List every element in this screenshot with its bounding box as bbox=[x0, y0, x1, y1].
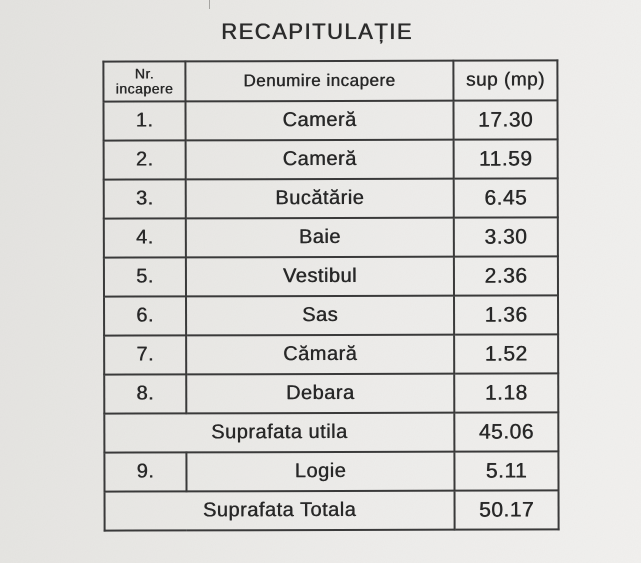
room-number: 5. bbox=[103, 257, 187, 297]
table-header: Nr. incapere Denumire incapere sup (mp) bbox=[103, 60, 558, 102]
table-row: 7. Cămară 1.52 bbox=[104, 334, 559, 375]
header-nr: Nr. incapere bbox=[103, 61, 186, 102]
table-row: 9. Logie 5.11 bbox=[104, 451, 559, 492]
room-name: Sas bbox=[186, 295, 455, 336]
table-row: 3. Bucătărie 6.45 bbox=[103, 178, 558, 219]
header-sup: sup (mp) bbox=[453, 60, 558, 101]
area-value: 50.17 bbox=[454, 490, 559, 530]
room-name: Cameră bbox=[185, 139, 454, 180]
room-name: Cameră bbox=[185, 100, 454, 141]
area-value: 2.36 bbox=[453, 256, 559, 296]
table-row: 2. Cameră 11.59 bbox=[103, 139, 558, 180]
room-number: 1. bbox=[103, 101, 186, 141]
table-row: 8. Debara 1.18 bbox=[104, 373, 559, 414]
area-value: 1.36 bbox=[454, 295, 559, 335]
room-name: Cămară bbox=[186, 334, 455, 375]
table-row: 1. Cameră 17.30 bbox=[103, 100, 558, 141]
room-name: Debara bbox=[186, 373, 455, 414]
area-value: 45.06 bbox=[454, 412, 559, 452]
room-number: 8. bbox=[104, 374, 187, 414]
room-number: 6. bbox=[104, 296, 187, 336]
area-value: 17.30 bbox=[453, 100, 558, 140]
table-row: 5. Vestibul 2.36 bbox=[103, 256, 559, 297]
room-name: Baie bbox=[185, 217, 454, 258]
room-number: 3. bbox=[103, 179, 186, 219]
header-row: Nr. incapere Denumire incapere sup (mp) bbox=[103, 60, 558, 102]
page-title: RECAPITULAȚIE bbox=[221, 19, 413, 44]
area-value: 3.30 bbox=[453, 217, 558, 257]
recap-table: Nr. incapere Denumire incapere sup (mp) … bbox=[102, 59, 559, 531]
area-value: 1.18 bbox=[454, 373, 559, 413]
room-name: Vestibul bbox=[185, 256, 455, 297]
summary-label: Suprafata utila bbox=[104, 412, 455, 453]
scan-artifact-line bbox=[209, 0, 210, 9]
header-nr-line1: Nr. bbox=[134, 65, 155, 82]
header-nr-line2: incapere bbox=[115, 80, 174, 97]
room-number: 2. bbox=[103, 140, 186, 180]
table-row: 6. Sas 1.36 bbox=[104, 295, 559, 336]
room-number: 7. bbox=[104, 335, 187, 375]
table-row: 4. Baie 3.30 bbox=[103, 217, 558, 258]
room-name: Bucătărie bbox=[185, 178, 454, 219]
table-body: 1. Cameră 17.30 2. Cameră 11.59 3. Bucătărie 6.4… bbox=[103, 100, 559, 531]
area-value: 11.59 bbox=[453, 139, 558, 179]
area-value: 1.52 bbox=[454, 334, 559, 374]
room-number: 4. bbox=[103, 218, 186, 258]
header-denumire: Denumire incapere bbox=[185, 60, 454, 102]
area-value: 5.11 bbox=[454, 451, 559, 491]
summary-label: Suprafata Totala bbox=[104, 490, 455, 531]
room-number: 9. bbox=[104, 452, 187, 492]
room-name: Logie bbox=[186, 451, 455, 492]
summary-row: Suprafata utila 45.06 bbox=[104, 412, 559, 453]
area-value: 6.45 bbox=[453, 178, 558, 218]
summary-row: Suprafata Totala 50.17 bbox=[104, 490, 559, 531]
